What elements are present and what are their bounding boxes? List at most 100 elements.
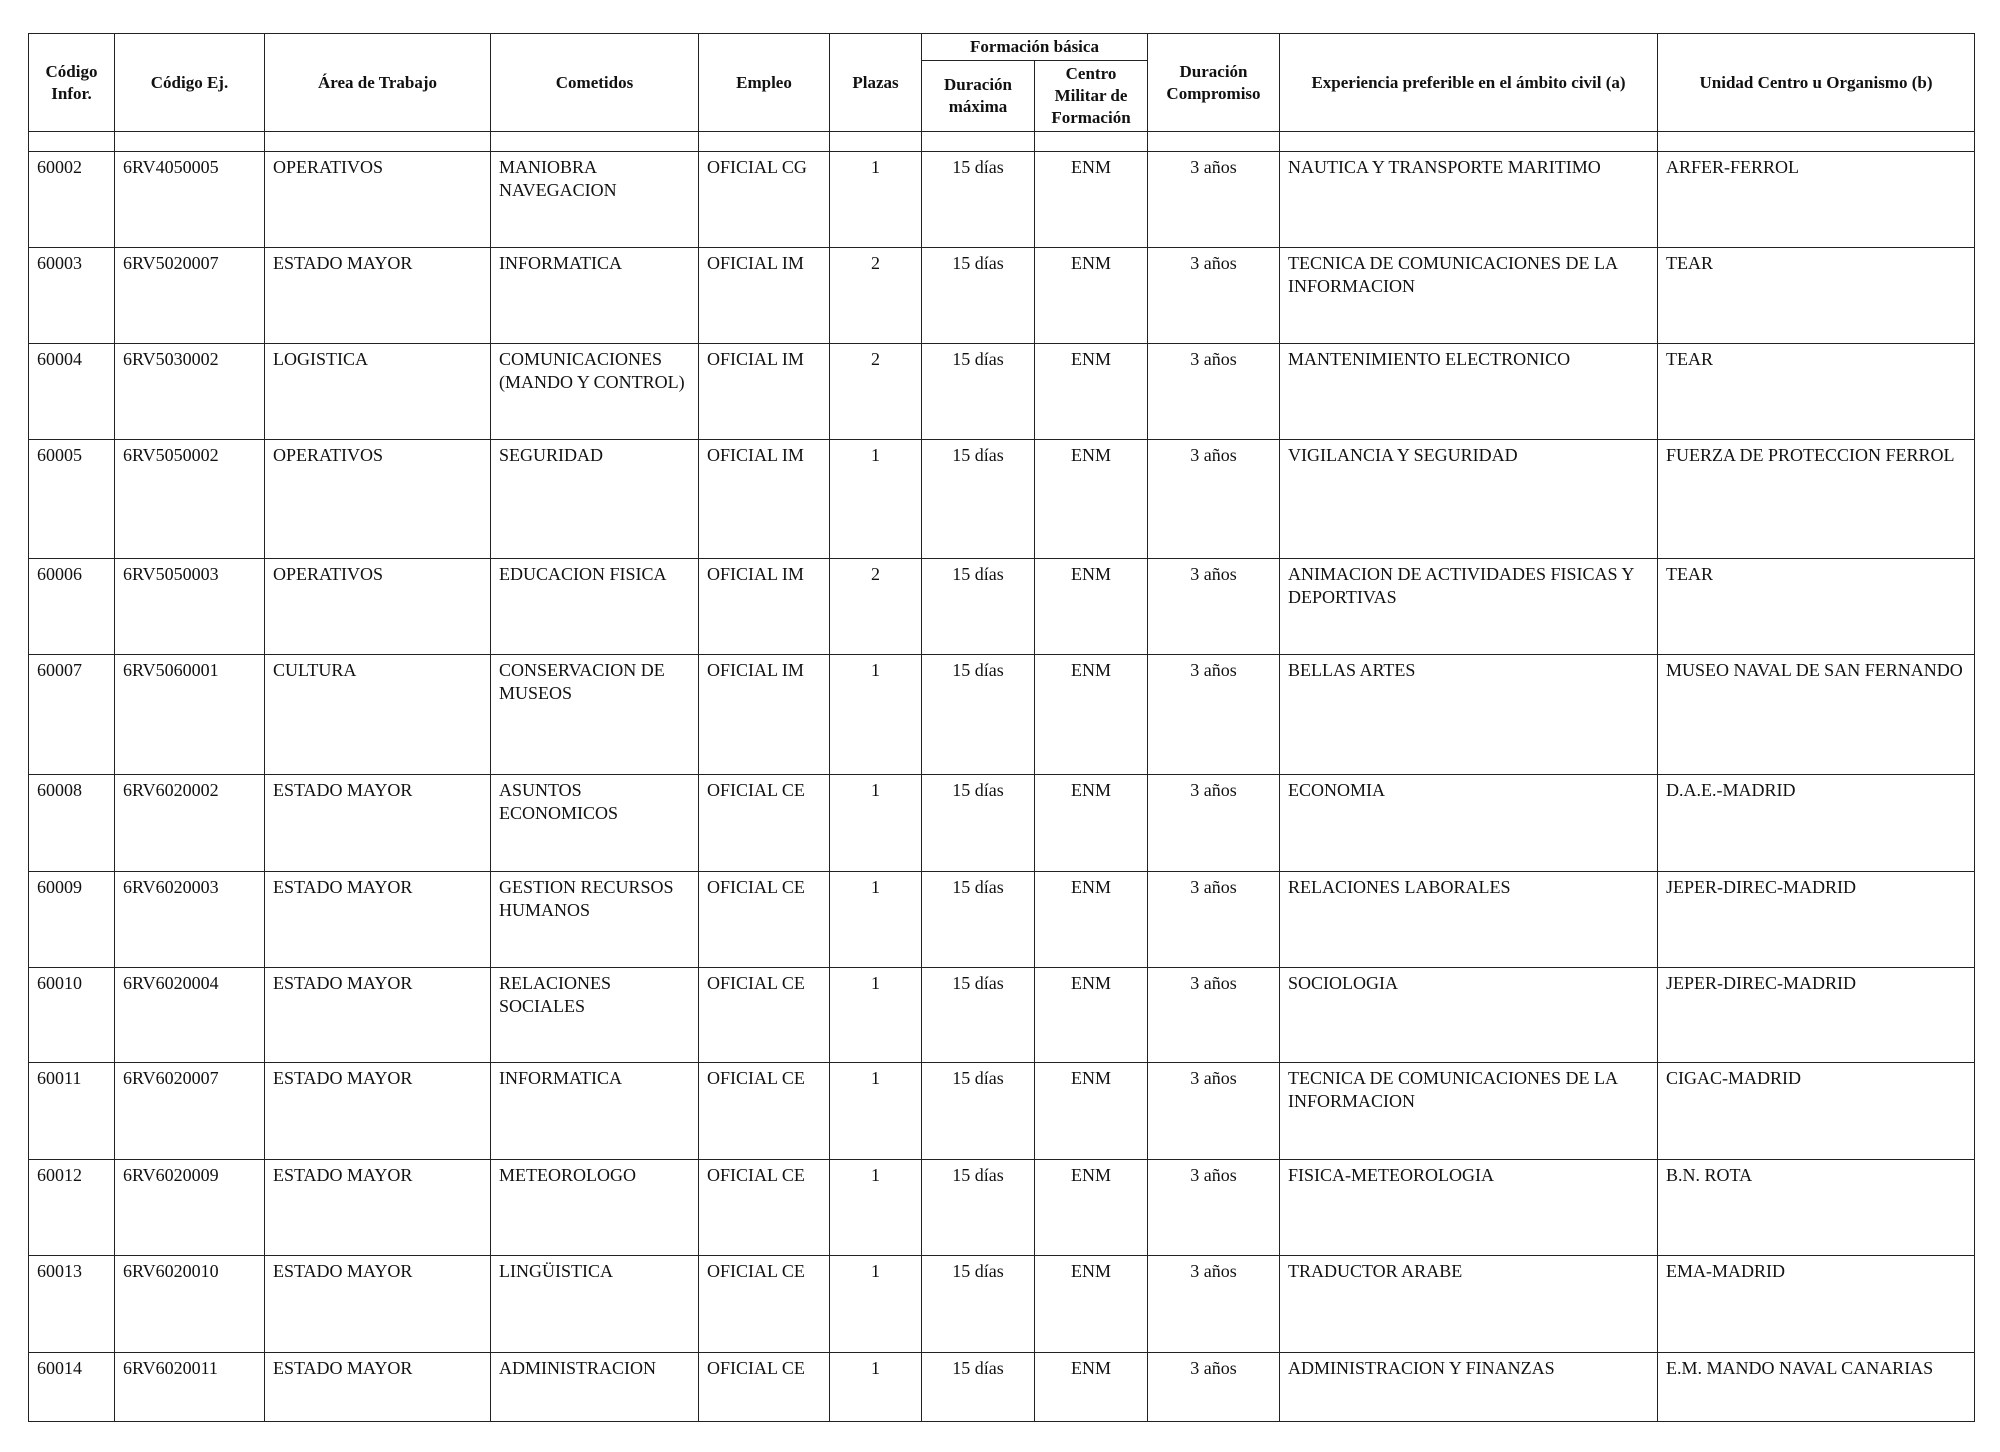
cell-cometidos: ASUNTOS ECONOMICOS bbox=[490, 774, 699, 872]
header-centro-militar: Centro Militar de Formación bbox=[1034, 60, 1148, 132]
table-row: 60003 6RV5020007 ESTADO MAYOR INFORMATICA OF… bbox=[28, 247, 1975, 344]
cell-area: ESTADO MAYOR bbox=[264, 1352, 491, 1422]
cell-codigo-ej: 6RV6020002 bbox=[114, 774, 265, 872]
cell-duracion-compromiso: 3 años bbox=[1147, 871, 1280, 968]
cell-area: OPERATIVOS bbox=[264, 151, 491, 248]
cell-duracion-maxima: 15 días bbox=[921, 1062, 1035, 1160]
cell-duracion-maxima: 15 días bbox=[921, 967, 1035, 1063]
cell-codigo-ej: 6RV6020007 bbox=[114, 1062, 265, 1160]
cell-duracion-maxima: 15 días bbox=[921, 247, 1035, 344]
cell-duracion-maxima: 15 días bbox=[921, 558, 1035, 655]
cell-empleo: OFICIAL CE bbox=[698, 871, 830, 968]
table-row: 60002 6RV4050005 OPERATIVOS MANIOBRA NAVEGA… bbox=[28, 151, 1975, 248]
cell-centro-militar: ENM bbox=[1034, 774, 1148, 872]
cell-experiencia: TRADUCTOR ARABE bbox=[1279, 1255, 1658, 1353]
cell-codigo-ej: 6RV6020003 bbox=[114, 871, 265, 968]
cell-empleo: OFICIAL IM bbox=[698, 247, 830, 344]
cell-plazas: 1 bbox=[829, 1255, 922, 1353]
cell-cometidos: INFORMATICA bbox=[490, 247, 699, 344]
cell-plazas: 1 bbox=[829, 967, 922, 1063]
cell-centro-militar: ENM bbox=[1034, 151, 1148, 248]
cell-centro-militar: ENM bbox=[1034, 1255, 1148, 1353]
cell-unidad: ARFER-FERROL bbox=[1657, 151, 1975, 248]
cell-unidad: TEAR bbox=[1657, 558, 1975, 655]
cell-experiencia: TECNICA DE COMUNICACIONES DE LA INFORMAC… bbox=[1279, 1062, 1658, 1160]
table-row: 60014 6RV6020011 ESTADO MAYOR ADMINISTRACIO… bbox=[28, 1352, 1975, 1422]
cell-cometidos: METEOROLOGO bbox=[490, 1159, 699, 1256]
cell-unidad: TEAR bbox=[1657, 343, 1975, 440]
cell-empleo: OFICIAL CE bbox=[698, 1159, 830, 1256]
cell-cometidos: MANIOBRA NAVEGACION bbox=[490, 151, 699, 248]
cell-duracion-maxima: 15 días bbox=[921, 1255, 1035, 1353]
cell-codigo-infor: 60005 bbox=[28, 439, 115, 559]
cell-codigo-ej: 6RV5030002 bbox=[114, 343, 265, 440]
cell-duracion-compromiso: 3 años bbox=[1147, 1159, 1280, 1256]
cell-codigo-infor: 60007 bbox=[28, 654, 115, 775]
header-cometidos: Cometidos bbox=[490, 33, 699, 132]
cell-codigo-infor: 60013 bbox=[28, 1255, 115, 1353]
cell-duracion-compromiso: 3 años bbox=[1147, 247, 1280, 344]
cell-experiencia: ECONOMIA bbox=[1279, 774, 1658, 872]
cell-centro-militar: ENM bbox=[1034, 247, 1148, 344]
cell-centro-militar: ENM bbox=[1034, 1352, 1148, 1422]
cell-area: ESTADO MAYOR bbox=[264, 774, 491, 872]
cell-codigo-infor: 60012 bbox=[28, 1159, 115, 1256]
cell-duracion-compromiso: 3 años bbox=[1147, 343, 1280, 440]
header-area: Área de Trabajo bbox=[264, 33, 491, 132]
cell-empleo: OFICIAL IM bbox=[698, 343, 830, 440]
table-row: 60013 6RV6020010 ESTADO MAYOR LINGÜISTICA OF… bbox=[28, 1255, 1975, 1353]
cell-plazas: 1 bbox=[829, 1159, 922, 1256]
cell-cometidos: COMUNICACIONES (MANDO Y CONTROL) bbox=[490, 343, 699, 440]
table-row: 60010 6RV6020004 ESTADO MAYOR RELACIONES SO… bbox=[28, 967, 1975, 1063]
cell-duracion-compromiso: 3 años bbox=[1147, 1352, 1280, 1422]
cell-duracion-compromiso: 3 años bbox=[1147, 439, 1280, 559]
cell-experiencia: ADMINISTRACION Y FINANZAS bbox=[1279, 1352, 1658, 1422]
cell-empleo: OFICIAL IM bbox=[698, 558, 830, 655]
cell-experiencia: BELLAS ARTES bbox=[1279, 654, 1658, 775]
table-row: 60008 6RV6020002 ESTADO MAYOR ASUNTOS ECONO… bbox=[28, 774, 1975, 872]
cell-empleo: OFICIAL IM bbox=[698, 654, 830, 775]
cell-unidad: CIGAC-MADRID bbox=[1657, 1062, 1975, 1160]
cell-centro-militar: ENM bbox=[1034, 654, 1148, 775]
cell-area: ESTADO MAYOR bbox=[264, 247, 491, 344]
header-experiencia: Experiencia preferible en el ámbito civi… bbox=[1279, 33, 1658, 132]
cell-experiencia: MANTENIMIENTO ELECTRONICO bbox=[1279, 343, 1658, 440]
header-empleo: Empleo bbox=[698, 33, 830, 132]
header-unidad: Unidad Centro u Organismo (b) bbox=[1657, 33, 1975, 132]
cell-unidad: TEAR bbox=[1657, 247, 1975, 344]
table-row: 60004 6RV5030002 LOGISTICA COMUNICACIONES (… bbox=[28, 343, 1975, 440]
cell-codigo-infor: 60014 bbox=[28, 1352, 115, 1422]
cell-codigo-ej: 6RV5060001 bbox=[114, 654, 265, 775]
cell-unidad: MUSEO NAVAL DE SAN FERNANDO bbox=[1657, 654, 1975, 775]
cell-duracion-compromiso: 3 años bbox=[1147, 1255, 1280, 1353]
table-row: 60011 6RV6020007 ESTADO MAYOR INFORMATICA OF… bbox=[28, 1062, 1975, 1160]
table-row: 60012 6RV6020009 ESTADO MAYOR METEOROLOGO OF… bbox=[28, 1159, 1975, 1256]
header-codigo-ej: Código Ej. bbox=[114, 33, 265, 132]
cell-duracion-maxima: 15 días bbox=[921, 774, 1035, 872]
cell-plazas: 2 bbox=[829, 343, 922, 440]
cell-plazas: 2 bbox=[829, 247, 922, 344]
cell-centro-militar: ENM bbox=[1034, 1062, 1148, 1160]
cell-duracion-compromiso: 3 años bbox=[1147, 1062, 1280, 1160]
cell-area: CULTURA bbox=[264, 654, 491, 775]
cell-experiencia: VIGILANCIA Y SEGURIDAD bbox=[1279, 439, 1658, 559]
cell-plazas: 1 bbox=[829, 1352, 922, 1422]
cell-codigo-ej: 6RV5020007 bbox=[114, 247, 265, 344]
header-formacion-basica: Formación básica bbox=[921, 33, 1148, 61]
cell-duracion-maxima: 15 días bbox=[921, 343, 1035, 440]
cell-area: ESTADO MAYOR bbox=[264, 1159, 491, 1256]
cell-cometidos: INFORMATICA bbox=[490, 1062, 699, 1160]
cell-duracion-maxima: 15 días bbox=[921, 1352, 1035, 1422]
cell-codigo-infor: 60003 bbox=[28, 247, 115, 344]
cell-codigo-ej: 6RV6020009 bbox=[114, 1159, 265, 1256]
table-row: 60009 6RV6020003 ESTADO MAYOR GESTION RECUR… bbox=[28, 871, 1975, 968]
cell-codigo-infor: 60009 bbox=[28, 871, 115, 968]
plazas-table: Código Infor. Código Ej. Área de Trabajo… bbox=[28, 33, 1975, 1422]
cell-empleo: OFICIAL CG bbox=[698, 151, 830, 248]
cell-plazas: 1 bbox=[829, 871, 922, 968]
cell-experiencia: NAUTICA Y TRANSPORTE MARITIMO bbox=[1279, 151, 1658, 248]
cell-unidad: FUERZA DE PROTECCION FERROL bbox=[1657, 439, 1975, 559]
cell-codigo-infor: 60002 bbox=[28, 151, 115, 248]
cell-cometidos: GESTION RECURSOS HUMANOS bbox=[490, 871, 699, 968]
cell-plazas: 1 bbox=[829, 439, 922, 559]
